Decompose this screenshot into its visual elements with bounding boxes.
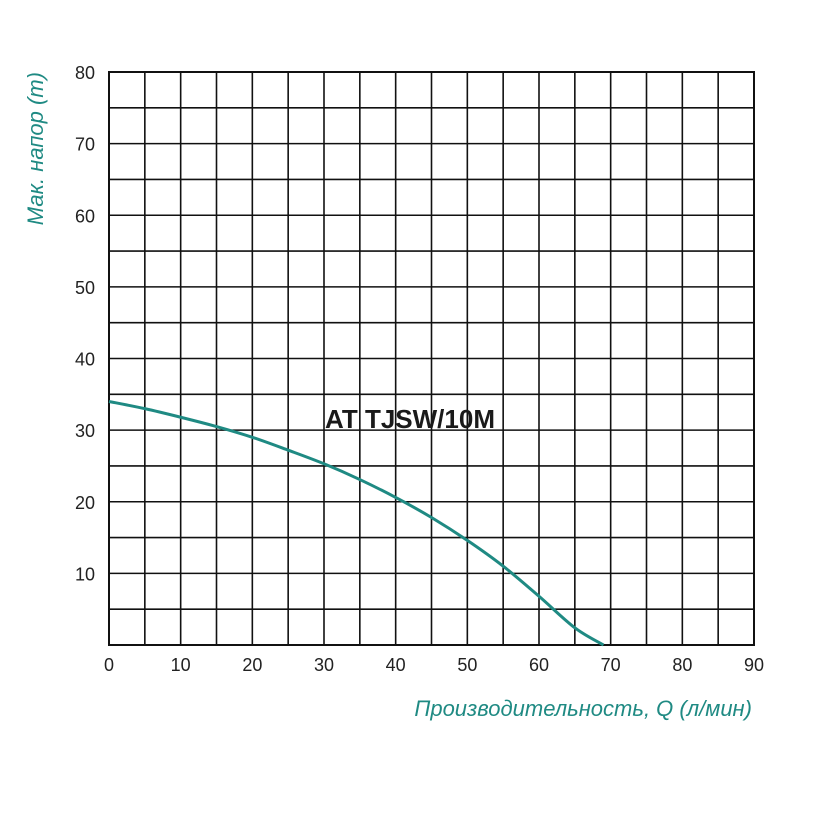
chart-grid xyxy=(108,71,755,646)
x-tick-label: 20 xyxy=(242,655,262,675)
x-tick-label: 80 xyxy=(672,655,692,675)
x-tick-label: 0 xyxy=(104,655,114,675)
y-tick-label: 10 xyxy=(75,564,95,584)
y-tick-label: 40 xyxy=(75,350,95,370)
x-axis-title: Производительность, Q (л/мин) xyxy=(414,696,752,721)
y-tick-label: 80 xyxy=(75,63,95,83)
x-tick-labels: 0 10 20 30 40 50 60 70 80 90 xyxy=(104,655,764,675)
y-tick-labels: 10 20 30 40 50 60 70 80 xyxy=(75,63,95,584)
x-tick-label: 70 xyxy=(601,655,621,675)
x-tick-label: 60 xyxy=(529,655,549,675)
curve-layer xyxy=(108,400,605,647)
x-tick-label: 30 xyxy=(314,655,334,675)
plot-frame xyxy=(108,71,755,646)
y-tick-label: 20 xyxy=(75,493,95,513)
y-tick-label: 70 xyxy=(75,135,95,155)
series-line xyxy=(108,400,605,647)
y-tick-label: 60 xyxy=(75,206,95,226)
x-tick-label: 40 xyxy=(386,655,406,675)
x-tick-label: 10 xyxy=(171,655,191,675)
x-tick-label: 90 xyxy=(744,655,764,675)
y-axis-title: Мак. напор (m) xyxy=(23,72,48,225)
y-tick-label: 50 xyxy=(75,278,95,298)
y-tick-label: 30 xyxy=(75,421,95,441)
series-label: AT TJSW/10M xyxy=(325,404,495,434)
x-tick-label: 50 xyxy=(457,655,477,675)
